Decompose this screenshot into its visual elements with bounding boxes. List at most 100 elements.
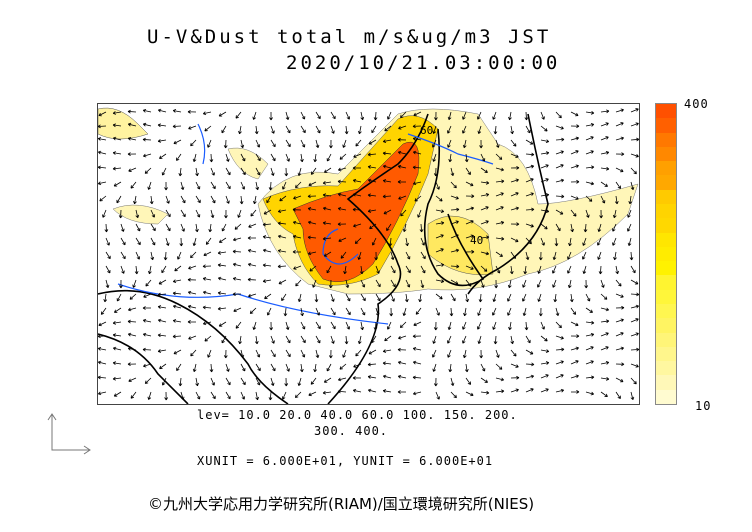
wind-arrow — [465, 194, 475, 199]
wind-arrow — [600, 181, 608, 187]
wind-arrow — [465, 181, 474, 187]
wind-arrow — [326, 363, 332, 372]
wind-arrow — [266, 307, 272, 316]
wind-arrow — [540, 361, 550, 365]
wind-arrow — [585, 181, 595, 186]
wind-arrow — [447, 349, 452, 358]
wind-arrow — [176, 153, 182, 161]
wind-arrow — [555, 321, 562, 329]
wind-arrow — [190, 349, 197, 357]
colorbar-band — [656, 361, 676, 376]
colorbar-band — [656, 275, 676, 290]
wind-arrow — [173, 139, 182, 145]
wind-arrow — [510, 153, 519, 158]
wind-arrow — [555, 178, 565, 183]
wind-arrow — [540, 321, 545, 330]
wind-arrow — [495, 236, 505, 241]
wind-arrow — [480, 167, 488, 174]
wind-arrow — [600, 361, 610, 365]
wind-arrow — [570, 164, 579, 169]
wind-arrow — [240, 181, 246, 190]
wind-arrow — [387, 111, 392, 120]
wind-arrow — [159, 153, 167, 159]
wind-arrow — [130, 391, 137, 399]
wind-arrow — [294, 391, 302, 399]
wind-arrow — [163, 251, 168, 261]
wind-arrow — [433, 321, 438, 331]
wind-arrow — [202, 277, 212, 281]
wind-arrow — [552, 279, 557, 288]
map-canvas: 60 40 — [97, 107, 640, 405]
wind-arrow — [330, 125, 335, 134]
wind-arrow — [195, 377, 199, 387]
wind-arrow — [525, 251, 530, 261]
wind-arrow — [180, 209, 186, 218]
wind-arrow — [615, 279, 622, 287]
wind-arrow — [127, 362, 137, 367]
wind-arrow — [255, 391, 259, 401]
wind-arrow — [97, 137, 107, 141]
wind-arrow — [178, 377, 183, 387]
wind-arrow — [462, 125, 467, 134]
wind-arrow — [368, 349, 377, 355]
wind-arrow — [135, 223, 141, 232]
wind-arrow — [202, 321, 212, 326]
wind-arrow — [388, 237, 393, 247]
wind-arrow — [217, 291, 227, 295]
wind-arrow — [413, 321, 422, 327]
wind-arrow — [157, 305, 167, 309]
wind-arrow — [626, 223, 632, 232]
wind-arrow — [250, 209, 257, 217]
wind-arrow — [367, 362, 377, 367]
wind-arrow — [323, 377, 332, 383]
wind-arrow — [525, 125, 531, 134]
wind-arrow — [570, 321, 579, 327]
wind-arrow — [495, 349, 500, 358]
wind-arrow — [615, 108, 624, 113]
wind-arrow — [598, 265, 603, 275]
colorbar-band — [656, 189, 676, 204]
wind-arrow — [495, 179, 505, 184]
wind-arrow — [113, 307, 122, 313]
wind-arrow — [570, 334, 580, 338]
wind-arrow — [218, 111, 227, 117]
colorbar-band — [656, 232, 676, 247]
wind-arrow — [177, 251, 182, 260]
wind-arrow — [397, 137, 407, 142]
wind-arrow — [97, 347, 107, 351]
wind-arrow — [540, 178, 549, 183]
wind-arrow — [630, 279, 639, 285]
wind-arrow — [315, 307, 320, 316]
wind-arrow — [412, 391, 422, 396]
wind-arrow — [630, 347, 640, 352]
wind-arrow — [525, 192, 534, 197]
wind-arrow — [164, 391, 169, 401]
wind-arrow — [322, 193, 332, 198]
wind-arrow — [202, 305, 212, 310]
wind-arrow — [435, 181, 440, 190]
wind-arrow — [585, 122, 595, 127]
wind-arrow — [525, 362, 535, 367]
wind-arrow — [172, 291, 182, 296]
wind-arrow — [128, 167, 137, 172]
contour-levels-cont: 300. 400. — [314, 424, 389, 438]
wind-arrow — [540, 335, 548, 342]
wind-arrow — [223, 349, 228, 359]
wind-arrow — [537, 265, 542, 274]
wind-arrow — [367, 388, 377, 393]
wind-arrow — [300, 153, 304, 163]
wind-arrow — [112, 376, 122, 381]
wind-arrow — [262, 279, 272, 283]
wind-arrow — [225, 167, 231, 176]
wind-arrow — [476, 321, 482, 330]
wind-arrow — [127, 319, 137, 324]
wind-arrow — [555, 111, 562, 119]
wind-arrow — [118, 209, 123, 219]
wind-arrow — [465, 234, 474, 239]
colorbar-band — [656, 246, 676, 262]
wind-arrow — [630, 391, 635, 401]
wind-arrow — [462, 335, 467, 344]
wind-arrow — [367, 178, 377, 183]
colorbar-band — [656, 118, 676, 133]
wind-arrow — [494, 279, 499, 289]
